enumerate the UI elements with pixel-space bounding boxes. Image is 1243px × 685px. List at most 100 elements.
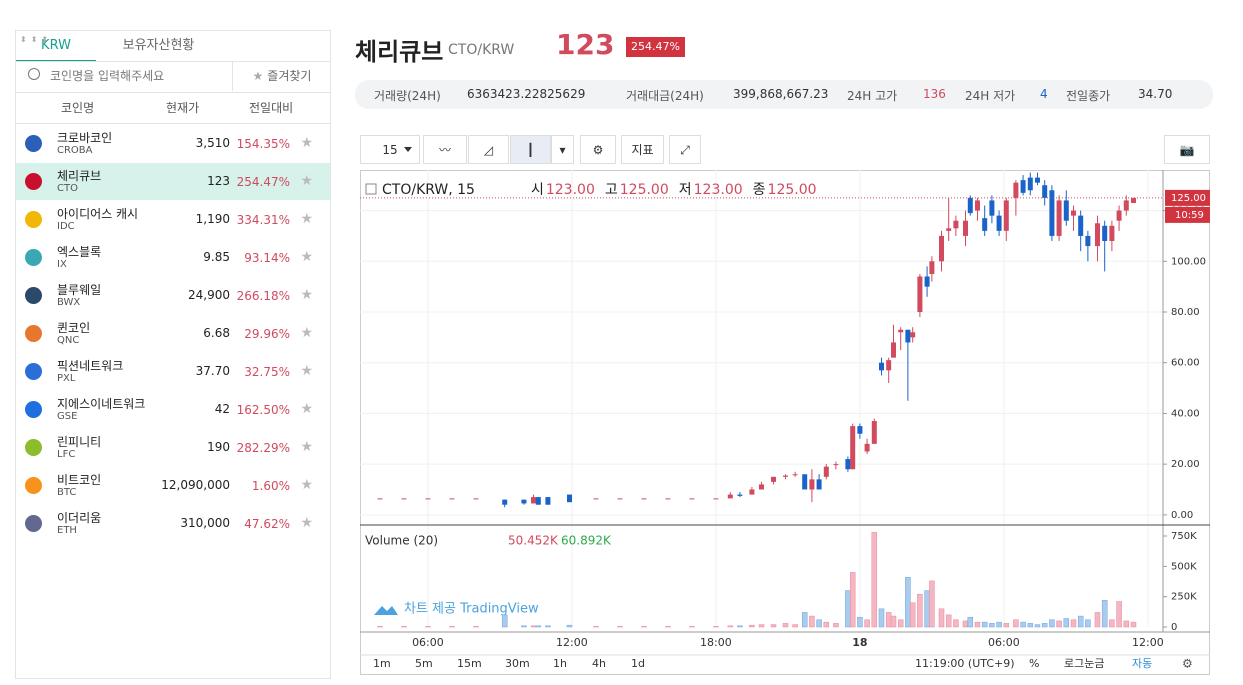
interval-select[interactable]: 15 [360,135,420,164]
v-tick-label: 500K [1171,561,1197,572]
volume-bar [593,626,599,628]
stat-label: 24H 고가 [847,89,898,103]
header-change[interactable]: 전일대비 [249,101,294,115]
candle-body [989,200,995,216]
indicator-btn[interactable]: 지표 [621,135,664,164]
y-tick-label: 60.00 [1171,358,1200,369]
chart-type-menu[interactable]: ▾ [551,135,574,164]
header-coin[interactable]: 코인명 [61,101,95,115]
search-input[interactable]: 코인명을 입력해주세요 [50,69,165,83]
chart-type-candle[interactable]: ┃ [510,135,551,164]
candle-body [689,498,695,500]
range-btn[interactable]: 30m [505,657,530,670]
coin-icon [25,515,42,532]
v-tick-label: 250K [1171,592,1197,603]
star-btn[interactable]: ★ [300,135,313,151]
coin-price: 6.68 [203,326,230,340]
coin-change: 154.35% [236,137,290,151]
candle-body [641,498,647,500]
range-btn[interactable]: 1m [373,657,391,670]
y-tick-label: 20.00 [1171,459,1200,470]
star-btn[interactable]: ★ [300,363,313,379]
star-btn[interactable]: ★ [300,325,313,341]
range-btn[interactable]: 1d [631,657,645,670]
legend-part: 저 [679,182,692,198]
coin-row[interactable]: 지에스이네트워크 GSE 42 162.50% ★ [16,391,330,428]
coin-row[interactable]: 퀸코인 QNC 6.68 29.96% ★ [16,315,330,352]
range-btn[interactable]: 1h [553,657,567,670]
coin-symbol: LFC [57,449,76,460]
coin-row[interactable]: 픽션네트워크 PXL 37.70 32.75% ★ [16,353,330,390]
coin-row[interactable]: 블루웨일 BWX 24,900 266.18% ★ [16,277,330,314]
coin-price: 3,510 [195,136,230,150]
star-btn[interactable]: ★ [300,211,313,227]
coin-row[interactable]: 린피니티 LFC 190 282.29% ★ [16,429,330,466]
legend-part: 125.00 [768,182,817,198]
star-btn[interactable]: ★ [300,173,313,189]
coin-price: 24,900 [188,288,230,302]
star-btn[interactable]: ★ [300,515,313,531]
candle-body [1063,200,1069,221]
coin-icon [25,249,42,266]
volume-bar [1116,601,1122,628]
legend-part: CTO/KRW, 15 [382,182,475,198]
tab[interactable]: KRW [16,31,96,62]
volume-bar [989,623,995,628]
range-btn[interactable]: 5m [415,657,433,670]
volume-bar [792,624,798,628]
volume-bar [833,623,839,628]
log-btn[interactable]: 로그눈금 [1064,657,1104,670]
star-btn[interactable]: ★ [300,439,313,455]
star-btn[interactable]: ★ [300,477,313,493]
x-tick-label: 06:00 [988,636,1020,649]
range-btn[interactable]: 4h [592,657,606,670]
candle-body [929,261,935,274]
last-time-label: 10:59 [1175,210,1204,221]
chart-type-line[interactable]: 〰 [423,135,467,164]
volume-bar [377,626,383,628]
volume-bar [909,602,916,628]
star-btn[interactable]: ★ [300,249,313,265]
x-tick-label: 06:00 [412,636,444,649]
star-btn[interactable]: ★ [300,401,313,417]
stat-label: 전일종가 [1066,89,1111,103]
coin-price: 1,190 [195,212,230,226]
sort-icon: ⬍ [41,35,49,44]
header-price[interactable]: 현재가 [166,101,200,115]
caret [404,147,412,156]
volume-bar [401,626,407,628]
volume-bar [929,580,935,628]
volume-bar [953,619,959,628]
volume-bar [849,572,856,628]
coin-row[interactable]: 체리큐브 CTO 123 254.47% ★ [16,163,330,200]
coin-symbol: BTC [57,487,77,498]
volume-bar [1101,600,1108,628]
volume-bar [897,619,904,628]
percent-btn[interactable]: % [1029,657,1039,670]
coin-row[interactable]: 엑스블록 IX 9.85 93.14% ★ [16,239,330,276]
coin-symbol: PXL [57,373,76,384]
coin-name: 린피니티 [57,435,102,449]
coin-icon [25,477,42,494]
range-btn[interactable]: 15m [457,657,482,670]
coin-row[interactable]: 크로바코인 CROBA 3,510 154.35% ★ [16,125,330,162]
coin-row[interactable]: 비트코인 BTC 12,090,000 1.60% ★ [16,467,330,504]
tab[interactable]: 보유자산현황 [122,38,195,53]
legend-part: 123.00 [694,182,743,198]
settings-btn[interactable]: ⚙ [580,135,616,164]
favorites-btn[interactable]: ★ 즐겨찾기 [232,61,331,91]
volume-bar [1020,621,1026,628]
candle-body [871,421,877,444]
volume-bar [1063,618,1070,628]
volume-bar [1085,619,1091,628]
volume-bar [816,619,822,628]
auto-btn[interactable]: 자동 [1132,657,1152,670]
chart-type-area[interactable]: ◿ [468,135,509,164]
coin-row[interactable]: 이더리움 ETH 310,000 47.62% ★ [16,505,330,542]
candle-body [982,218,988,231]
fullscreen-btn[interactable]: ⤢ [669,135,701,164]
screenshot-btn[interactable]: 📷 [1164,135,1210,164]
star-btn[interactable]: ★ [300,287,313,303]
coin-row[interactable]: 아이디어스 캐시 IDC 1,190 334.31% ★ [16,201,330,238]
candle-body [1102,225,1108,241]
